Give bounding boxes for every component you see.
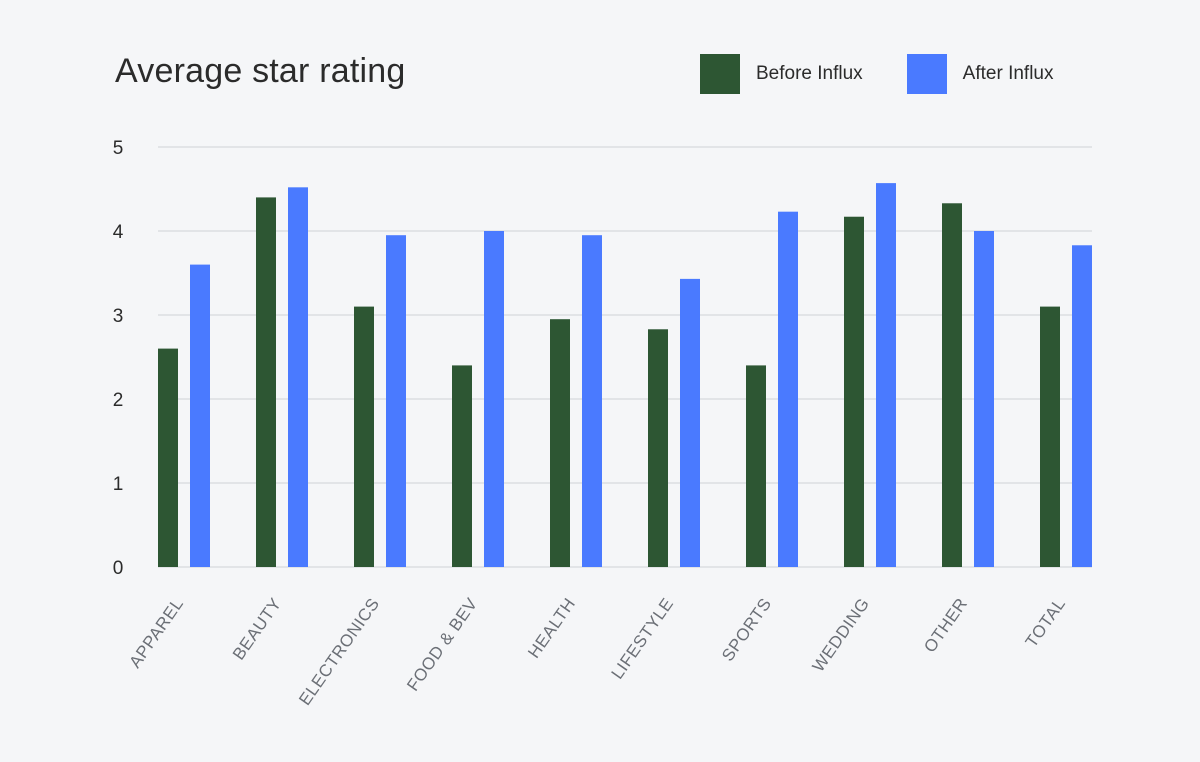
x-tick-label: FOOD & BEV [403, 594, 481, 694]
chart-title: Average star rating [115, 52, 406, 90]
bar-after-1 [288, 187, 308, 567]
bar-after-0 [190, 264, 210, 567]
y-tick-label: 2 [113, 390, 124, 411]
x-tick-label: LIFESTYLE [608, 594, 678, 682]
bar-before-7 [844, 216, 864, 567]
bars [158, 183, 1092, 567]
bar-before-9 [1040, 306, 1060, 567]
x-axis-labels: APPAREL BEAUTY ELECTRONICS FOOD & BEV HEALTH… [125, 594, 1069, 709]
x-tick-label: WEDDING [809, 594, 874, 675]
bar-after-5 [680, 278, 700, 567]
y-tick-label: 5 [113, 138, 124, 159]
bar-before-4 [550, 319, 570, 567]
y-tick-label: 3 [113, 306, 124, 327]
x-tick-label: OTHER [920, 594, 971, 656]
legend: Before Influx After Influx [700, 54, 1054, 94]
legend-label-after: After Influx [962, 63, 1054, 84]
bar-after-9 [1072, 245, 1092, 567]
bar-after-7 [876, 183, 896, 567]
bar-before-1 [256, 197, 276, 567]
bar-after-6 [778, 211, 798, 567]
x-tick-label: BEAUTY [229, 594, 285, 663]
y-tick-label: 1 [113, 474, 124, 495]
bar-before-3 [452, 365, 472, 567]
x-tick-label: TOTAL [1022, 594, 1070, 651]
legend-swatch-after [906, 54, 947, 94]
y-tick-label: 4 [113, 222, 124, 243]
bar-before-6 [746, 365, 766, 567]
bar-before-2 [354, 306, 374, 567]
x-tick-label: HEALTH [524, 594, 579, 661]
legend-label-before: Before Influx [756, 63, 863, 84]
bar-before-5 [648, 329, 668, 567]
x-tick-label: SPORTS [718, 594, 775, 664]
bar-after-4 [582, 235, 602, 567]
x-tick-label: ELECTRONICS [295, 594, 383, 708]
y-axis-ticks: 0 1 2 3 4 5 [113, 138, 124, 579]
y-tick-label: 0 [113, 558, 124, 579]
x-tick-label: APPAREL [125, 594, 187, 671]
legend-swatch-before [700, 54, 740, 94]
bar-before-0 [158, 348, 178, 567]
bar-after-3 [484, 231, 504, 567]
legend-item-before: Before Influx [700, 54, 863, 94]
bar-after-2 [386, 235, 406, 567]
bar-after-8 [974, 231, 994, 567]
gridlines [158, 146, 1092, 568]
bar-before-8 [942, 203, 962, 567]
legend-item-after: After Influx [906, 54, 1054, 94]
